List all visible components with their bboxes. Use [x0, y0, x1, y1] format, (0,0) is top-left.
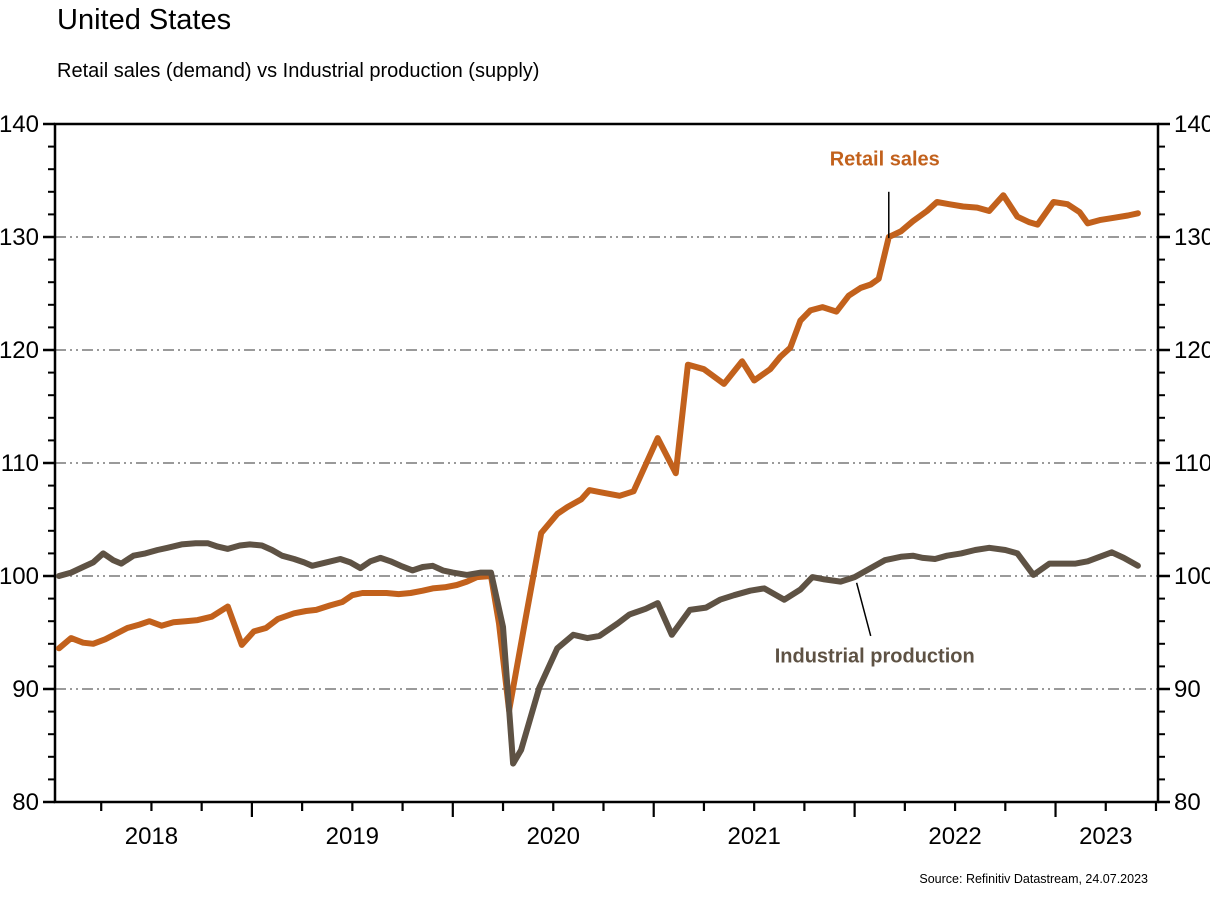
y-axis-tick-label-left: 80 [12, 789, 39, 816]
x-axis-tick-label-2018: 2018 [125, 823, 178, 850]
x-axis-tick-label-2021: 2021 [727, 823, 780, 850]
y-axis-tick-label-right: 80 [1174, 789, 1201, 816]
y-axis-tick-label-right: 90 [1174, 676, 1201, 703]
retail-sales-line [56, 192, 1141, 714]
y-axis-tick-label-right: 140 [1174, 111, 1210, 138]
chart-title: United States [57, 4, 232, 36]
y-axis-tick-label-left: 100 [0, 563, 39, 590]
y-axis-tick-label-left: 110 [1, 450, 39, 477]
y-axis-tick-label-right: 130 [1174, 224, 1210, 251]
y-axis-tick-label-right: 110 [1174, 450, 1210, 477]
y-axis-tick-label-right: 100 [1174, 563, 1210, 590]
industrial-production-line [56, 540, 1141, 767]
chart-subtitle: Retail sales (demand) vs Industrial prod… [57, 60, 540, 82]
x-axis-tick-label-2019: 2019 [326, 823, 379, 850]
y-axis-tick-label-right: 120 [1174, 337, 1210, 364]
x-axis-tick-label-2023: 2023 [1079, 823, 1132, 850]
x-axis-tick-label-2022: 2022 [928, 823, 981, 850]
y-axis-tick-label-left: 140 [0, 111, 39, 138]
y-axis-tick-label-left: 130 [0, 224, 39, 251]
industrial-production-callout-line [855, 582, 872, 637]
industrial-production-series-label: Industrial production [774, 645, 975, 668]
y-axis-tick-label-left: 120 [0, 337, 39, 364]
x-axis-tick-label-2020: 2020 [527, 823, 580, 850]
y-axis-tick-label-left: 90 [12, 676, 39, 703]
retail-sales-series-label: Retail sales [829, 148, 940, 171]
source-caption: Source: Refinitiv Datastream, 24.07.2023 [919, 872, 1148, 886]
